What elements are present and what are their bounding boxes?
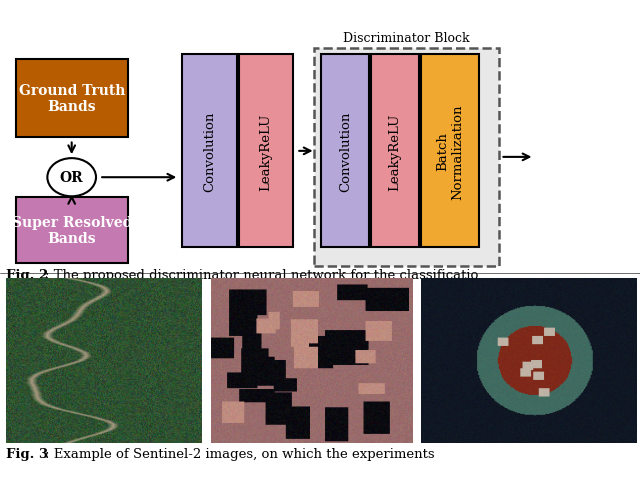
Circle shape bbox=[47, 159, 96, 197]
FancyBboxPatch shape bbox=[182, 55, 237, 248]
Text: LeakyReLU: LeakyReLU bbox=[259, 113, 273, 190]
Text: Discriminator Block: Discriminator Block bbox=[343, 32, 470, 45]
Text: Convolution: Convolution bbox=[339, 111, 352, 192]
Text: : Example of Sentinel-2 images, on which the experiments: : Example of Sentinel-2 images, on which… bbox=[45, 447, 435, 460]
Text: Fig. 3: Fig. 3 bbox=[6, 447, 49, 460]
Text: OR: OR bbox=[60, 171, 83, 185]
FancyBboxPatch shape bbox=[421, 55, 479, 248]
FancyBboxPatch shape bbox=[16, 198, 128, 263]
Text: Batch
Normalization: Batch Normalization bbox=[436, 104, 464, 199]
Text: : The proposed discriminator neural network for the classificatio: : The proposed discriminator neural netw… bbox=[45, 269, 478, 282]
FancyBboxPatch shape bbox=[16, 60, 128, 138]
FancyBboxPatch shape bbox=[314, 49, 499, 267]
Text: Fig. 2: Fig. 2 bbox=[6, 269, 49, 282]
Text: Ground Truth
Bands: Ground Truth Bands bbox=[19, 84, 125, 114]
FancyBboxPatch shape bbox=[371, 55, 419, 248]
FancyBboxPatch shape bbox=[239, 55, 293, 248]
Text: Super Resolved
Bands: Super Resolved Bands bbox=[12, 215, 132, 245]
Text: Convolution: Convolution bbox=[203, 111, 216, 192]
Text: LeakyReLU: LeakyReLU bbox=[388, 113, 402, 190]
FancyBboxPatch shape bbox=[321, 55, 369, 248]
